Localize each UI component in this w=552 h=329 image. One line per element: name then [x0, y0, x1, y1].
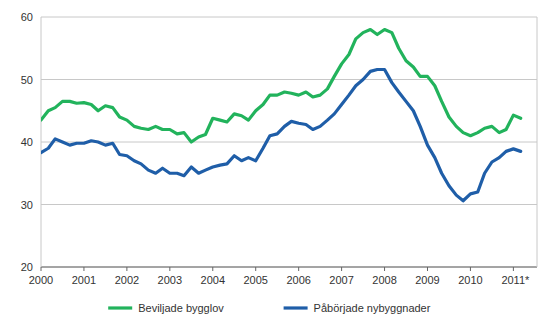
grid-line	[41, 267, 537, 268]
legend-label: Beviljade bygglov	[138, 302, 224, 314]
x-tick-label: 2003	[158, 274, 182, 286]
x-tick-label: 2008	[372, 274, 396, 286]
series-line	[41, 70, 521, 201]
x-tick	[341, 267, 342, 271]
y-axis	[41, 17, 42, 267]
x-tick-label: 2009	[415, 274, 439, 286]
x-tick	[255, 267, 256, 271]
x-tick-label: 2005	[243, 274, 267, 286]
plot-edge	[537, 17, 538, 267]
chart: 20 30 40 50 60 2000 2001 2002 2003 2004 2005 2006 20…	[0, 0, 552, 329]
x-tick-label: 2004	[201, 274, 225, 286]
legend-swatch	[108, 306, 132, 309]
x-tick	[513, 267, 514, 271]
x-tick-label: 2007	[329, 274, 353, 286]
grid-line	[41, 204, 537, 205]
x-tick-label: 2002	[115, 274, 139, 286]
legend-label: Påbörjade nybyggnader	[314, 302, 431, 314]
plot-area	[41, 30, 521, 201]
x-tick-label: 2001	[72, 274, 96, 286]
x-tick	[126, 267, 127, 271]
grid-line	[41, 17, 537, 18]
x-tick-label: 2010	[458, 274, 482, 286]
x-tick	[470, 267, 471, 271]
x-tick	[427, 267, 428, 271]
x-tick-label: 2006	[286, 274, 310, 286]
x-axis	[41, 267, 537, 268]
series-line	[41, 30, 521, 143]
x-tick	[83, 267, 84, 271]
legend: Beviljade bygglov Påbörjade nybyggnader	[108, 302, 431, 314]
grid-line	[41, 142, 537, 143]
x-tick-label: 2011*	[501, 274, 530, 286]
x-tick	[212, 267, 213, 271]
y-tick-label: 60	[21, 11, 33, 23]
y-tick-label: 50	[21, 74, 33, 86]
legend-swatch	[284, 306, 308, 309]
y-tick-label: 20	[21, 261, 33, 273]
x-tick	[41, 267, 42, 271]
grid-line	[41, 79, 537, 80]
y-tick-label: 40	[21, 136, 33, 148]
y-tick-label: 30	[21, 199, 33, 211]
x-tick	[384, 267, 385, 271]
x-tick	[298, 267, 299, 271]
x-tick-label: 2000	[29, 274, 53, 286]
x-tick	[169, 267, 170, 271]
